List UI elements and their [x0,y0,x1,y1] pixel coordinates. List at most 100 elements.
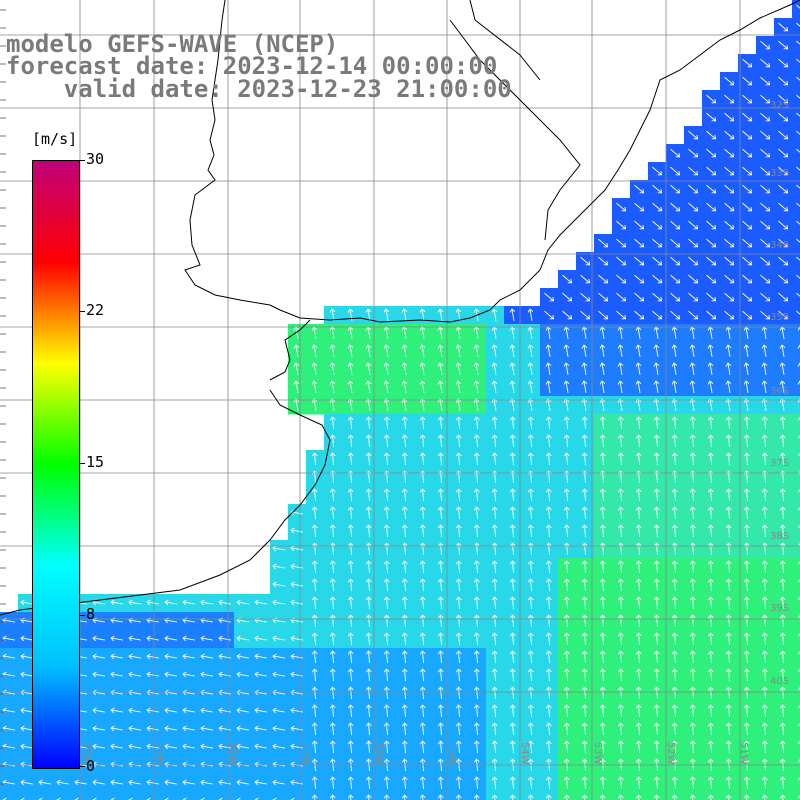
lon-label: 57W [300,742,311,765]
wind-arrow [509,740,516,754]
wind-arrow [110,635,123,642]
wind-arrow [725,452,732,466]
colorbar-tick [79,766,85,767]
wind-arrow [527,506,534,520]
wind-arrow [419,722,426,736]
wind-arrow [671,362,678,375]
wind-arrow [509,596,516,610]
wind-arrow [760,292,771,302]
wind-arrow [617,632,624,646]
wind-arrow [365,488,372,502]
wind-arrow [311,632,318,646]
wind-arrow [617,488,624,502]
wind-arrow [617,650,624,664]
wind-speed-cell [288,792,307,800]
wind-arrow [311,506,318,520]
wind-arrow [581,704,588,718]
wind-arrow [725,704,732,718]
wind-arrow [272,707,285,714]
wind-arrow [707,398,714,411]
wind-arrow [635,614,642,628]
wind-arrow [365,434,372,448]
wind-arrow [688,238,699,248]
wind-arrow [797,650,800,655]
wind-arrow [527,632,534,646]
wind-arrow [473,344,480,357]
wind-arrow [581,488,588,502]
wind-speed-cell [792,0,800,19]
wind-arrow [725,686,732,700]
wind-arrow [761,506,768,520]
wind-arrow [218,743,231,750]
wind-arrow [128,635,141,642]
wind-arrow [347,452,354,466]
wind-arrow [401,488,408,502]
wind-arrow [473,632,480,646]
wind-arrow [419,776,426,790]
wind-arrow [689,380,696,393]
wind-arrow [383,686,390,700]
wind-arrow [437,524,444,538]
wind-arrow [724,130,735,140]
wind-arrow [293,380,300,393]
wind-speed-cell [792,288,800,307]
wind-arrow [491,722,498,736]
wind-speed-cell [216,792,235,800]
wind-arrow [671,650,678,664]
wind-arrow [311,740,318,754]
wind-arrow [437,632,444,646]
wind-arrow [797,614,800,619]
wind-arrow [599,776,606,790]
wind-arrow [634,274,645,284]
wind-arrow [455,704,462,718]
wind-arrow [617,452,624,466]
wind-speed-cell [792,72,800,91]
wind-arrow [347,524,354,538]
wind-arrow [562,310,573,320]
wind-arrow [779,596,786,610]
wind-arrow [383,434,390,448]
wind-arrow [437,506,444,520]
wind-arrow [473,776,480,790]
wind-arrow [761,416,768,430]
wind-arrow [725,344,732,357]
wind-arrow [437,722,444,736]
wind-arrow [563,452,570,466]
wind-arrow [437,704,444,718]
wind-arrow [473,524,480,538]
wind-arrow [707,434,714,448]
wind-arrow [635,686,642,700]
wind-arrow [598,274,609,284]
wind-arrow [545,776,552,790]
wind-arrow [635,578,642,592]
wind-arrow [797,434,800,439]
wind-arrow [419,704,426,718]
wind-arrow [419,524,426,538]
wind-arrow [254,671,267,678]
wind-arrow [742,184,753,194]
wind-arrow [797,578,800,583]
wind-arrow [473,488,480,502]
wind-arrow [473,704,480,718]
wind-arrow [653,650,660,664]
wind-arrow [797,758,800,763]
wind-arrow [365,614,372,628]
wind-speed-cell [144,792,163,800]
wind-arrow [401,344,408,357]
wind-arrow [778,166,789,176]
wind-arrow [761,704,768,718]
wind-speed-cell [792,360,800,379]
wind-arrow [634,292,645,302]
wind-arrow [110,599,123,606]
wind-arrow [707,668,714,682]
wind-arrow [742,274,753,284]
wind-speed-cell [792,648,800,667]
wind-arrow [670,184,681,194]
wind-arrow [724,148,735,158]
lon-label: 52W [665,742,676,765]
wind-arrow [743,560,750,574]
wind-arrow [347,722,354,736]
wind-arrow [599,434,606,448]
wind-arrow [365,794,372,800]
wind-arrow [743,704,750,718]
